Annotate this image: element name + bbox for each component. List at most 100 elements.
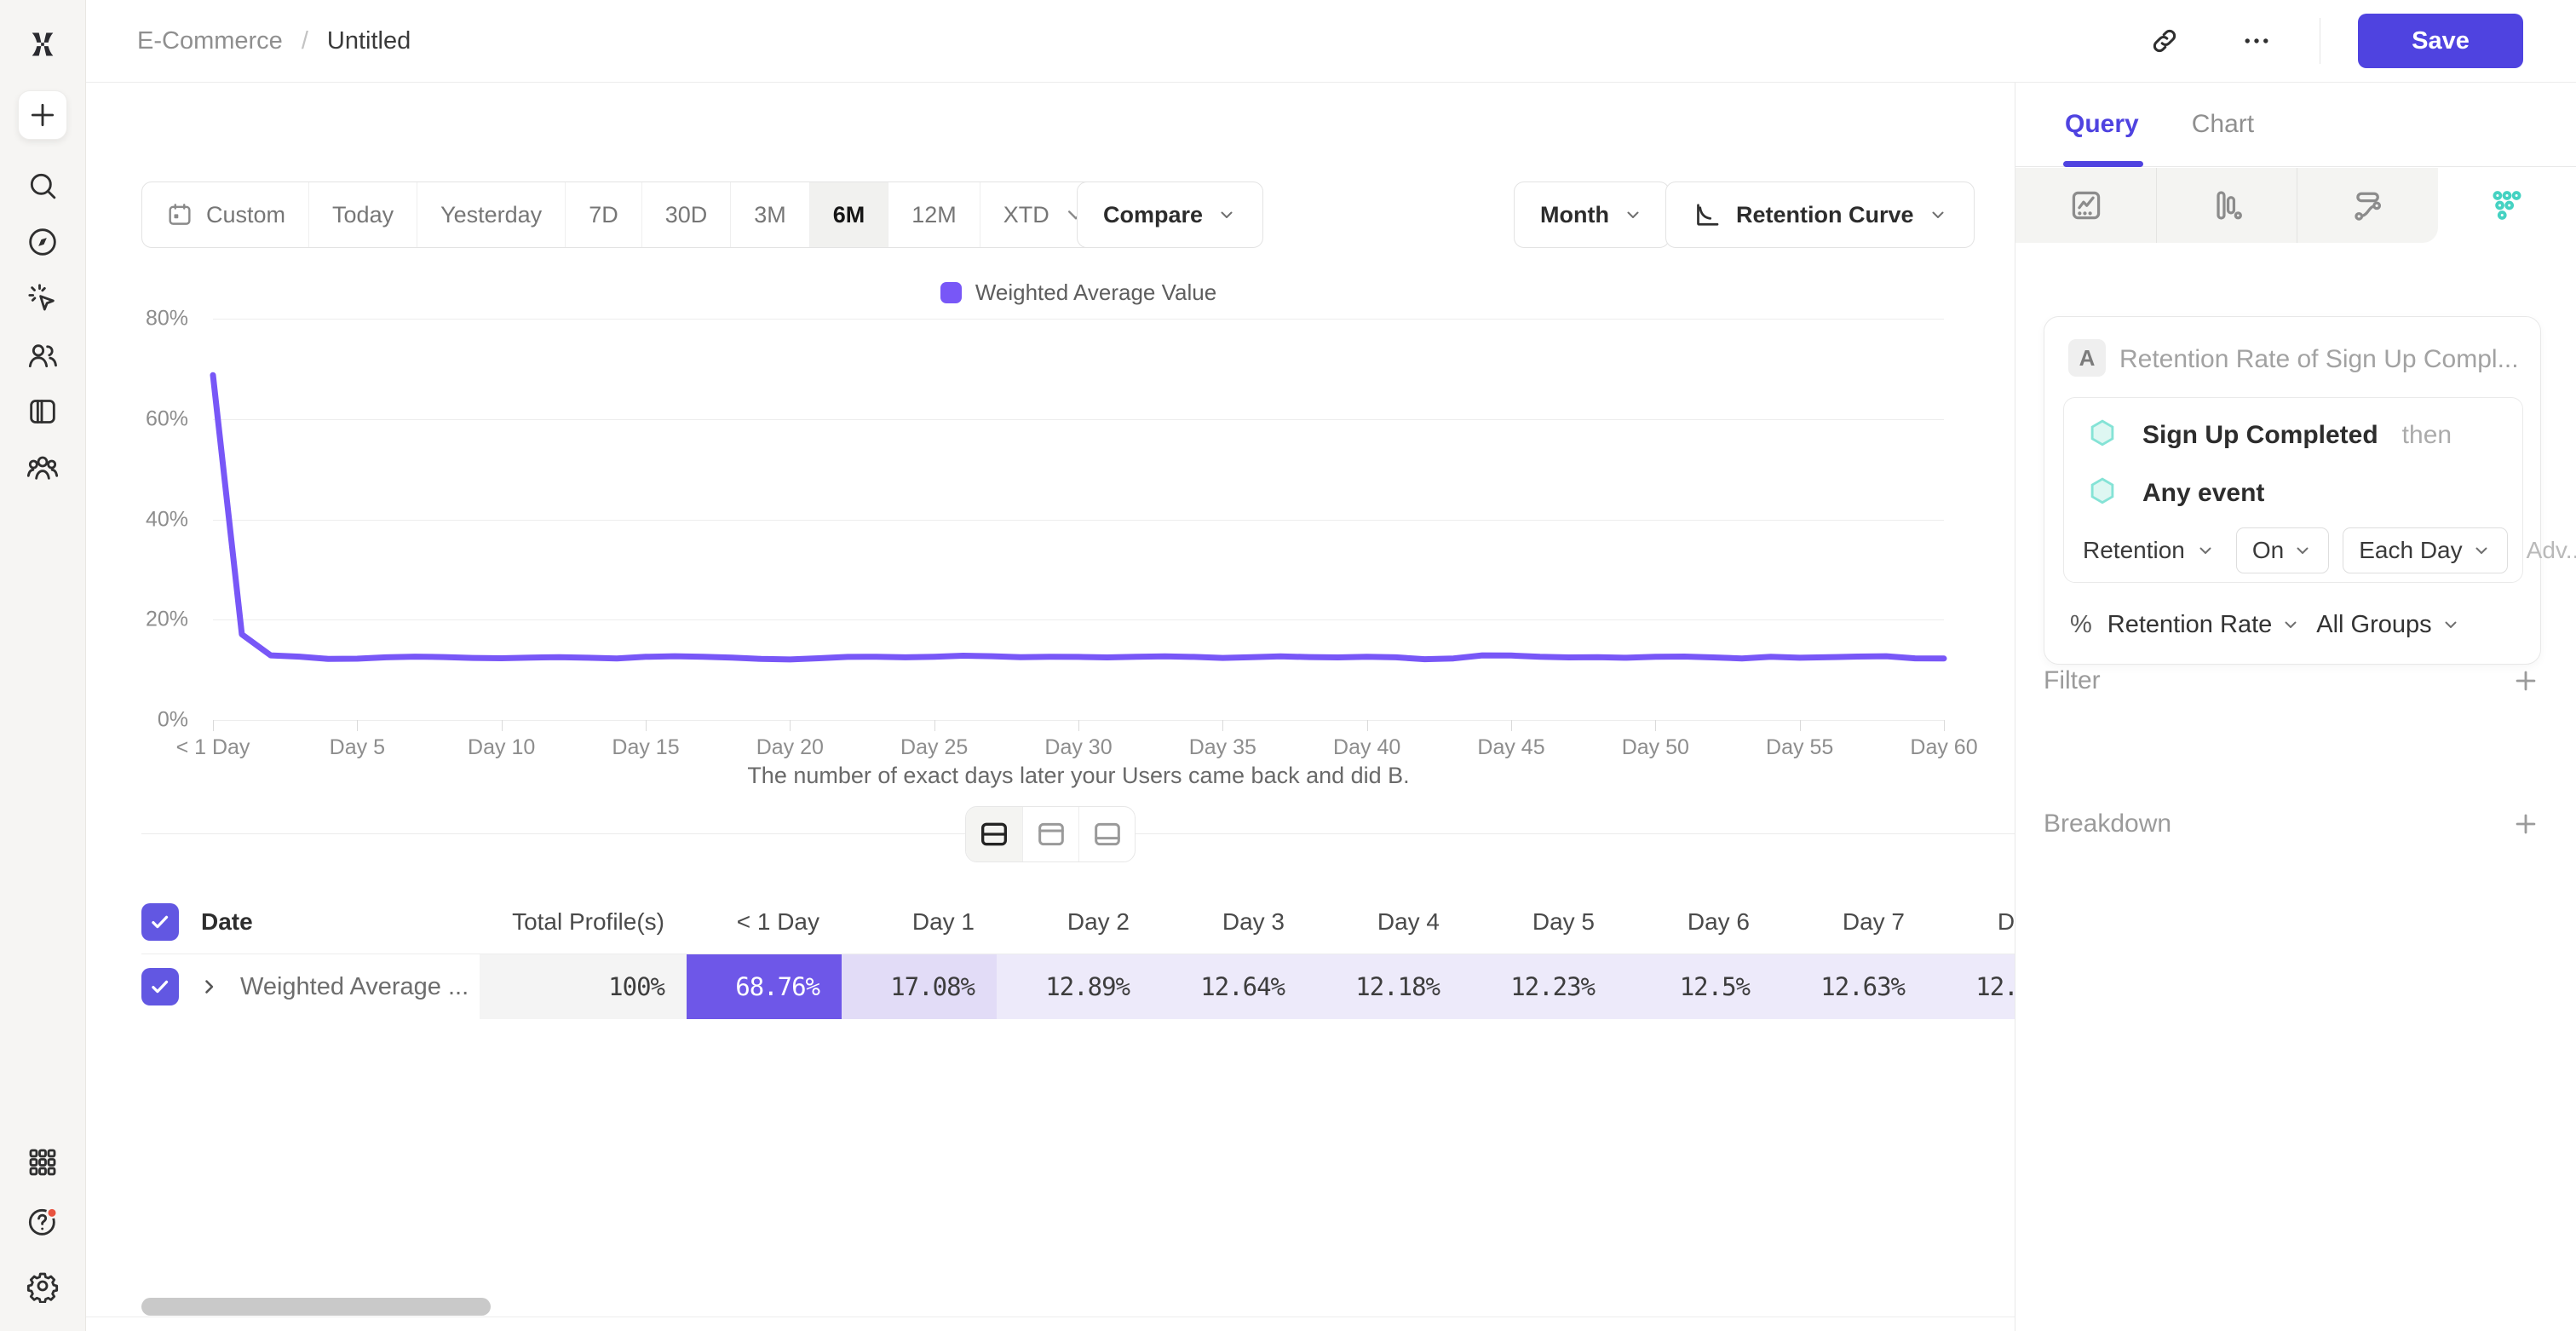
column-header-day-4[interactable]: Day 4: [1377, 908, 1440, 935]
layout-table-only-button[interactable]: [1078, 807, 1135, 861]
value-cell-day-1[interactable]: 17.08%: [842, 954, 997, 1019]
first-event-row[interactable]: Sign Up Completed then: [2083, 415, 2452, 456]
row-label: Weighted Average ...: [240, 972, 469, 1000]
range-3m[interactable]: 3M: [730, 182, 809, 247]
retention-line-series[interactable]: [210, 319, 1947, 720]
date-range-segmented-control: Custom Today Yesterday 7D 30D 3M 6M 12M XTD: [141, 182, 1114, 248]
advanced-dropdown[interactable]: Adv...: [2526, 537, 2576, 563]
calendar-icon: [169, 204, 191, 225]
tab-chart[interactable]: Chart: [2191, 110, 2255, 138]
percent-icon: %: [2070, 610, 2092, 638]
row-checkbox[interactable]: [141, 968, 179, 1005]
query-title[interactable]: Retention Rate of Sign Up Compl...: [2119, 345, 2519, 373]
breadcrumb-report-title[interactable]: Untitled: [326, 26, 411, 55]
chart-type-dropdown[interactable]: Retention Curve: [1665, 182, 1975, 248]
settings-button[interactable]: [23, 1266, 62, 1305]
flows-icon: [2354, 192, 2381, 221]
each-day-dropdown[interactable]: Each Day: [2343, 527, 2508, 573]
add-filter-button[interactable]: [2509, 664, 2543, 698]
range-custom[interactable]: Custom: [142, 182, 308, 247]
metric-dropdown[interactable]: Retention Rate: [2107, 611, 2301, 639]
chart-legend[interactable]: Weighted Average Value: [213, 279, 1944, 306]
x-axis-label: Day 35: [1188, 735, 1256, 759]
range-today[interactable]: Today: [308, 182, 417, 247]
users-nav-item[interactable]: [24, 337, 61, 374]
chevron-down-icon: [1627, 211, 1639, 218]
report-canvas: Custom Today Yesterday 7D 30D 3M 6M 12M XTD Comp…: [86, 83, 2015, 1331]
search-nav-item[interactable]: [24, 167, 61, 205]
x-axis-label: < 1 Day: [175, 735, 250, 759]
value-cell-day-4[interactable]: 12.18%: [1307, 954, 1462, 1019]
value-cell-day-8[interactable]: 12.58%: [1927, 954, 2015, 1019]
value-cell-day-5[interactable]: 12.23%: [1462, 954, 1617, 1019]
value-cell--1-day[interactable]: 68.76%: [687, 954, 842, 1019]
column-header-day-3[interactable]: Day 3: [1222, 908, 1285, 935]
value-cell-day-3[interactable]: 12.64%: [1152, 954, 1307, 1019]
compare-button[interactable]: Compare: [1077, 182, 1264, 248]
help-icon: [28, 1207, 58, 1236]
compare-label: Compare: [1103, 201, 1204, 228]
column-header--1-day[interactable]: < 1 Day: [736, 908, 819, 935]
range-30d[interactable]: 30D: [641, 182, 731, 247]
retention-type-dropdown[interactable]: Retention: [2083, 537, 2216, 564]
table-header-row: Date Total Profile(s) < 1 Day Day 1 Day 2 Day…: [141, 890, 2015, 954]
range-xtd[interactable]: XTD: [979, 182, 1113, 247]
tab-flows[interactable]: [2297, 168, 2437, 243]
layout-chart-only-button[interactable]: [1022, 807, 1078, 861]
boards-nav-item[interactable]: [24, 393, 61, 430]
apps-grid-button[interactable]: [24, 1144, 61, 1181]
tab-query[interactable]: Query: [2065, 110, 2139, 138]
x-axis-tick: [1655, 720, 1657, 731]
tab-retention[interactable]: [2437, 168, 2576, 243]
column-header-total-profile-s-[interactable]: Total Profile(s): [512, 908, 664, 935]
horizontal-scrollbar[interactable]: [141, 1298, 491, 1316]
x-axis-label: Day 55: [1766, 735, 1834, 759]
tab-funnels[interactable]: [2156, 168, 2297, 243]
tab-insights[interactable]: [2015, 168, 2156, 243]
save-button[interactable]: Save: [2358, 14, 2523, 68]
copy-link-button[interactable]: [2146, 22, 2183, 60]
value-cell-day-2[interactable]: 12.89%: [997, 954, 1152, 1019]
on-dropdown[interactable]: On: [2235, 527, 2330, 573]
column-header-day-7[interactable]: Day 7: [1842, 908, 1905, 935]
split-view-icon: [981, 822, 1007, 846]
x-axis-label: Day 30: [1044, 735, 1113, 759]
granularity-dropdown[interactable]: Month: [1514, 182, 1670, 248]
value-cell-day-7[interactable]: 12.63%: [1772, 954, 1927, 1019]
column-header-day-8[interactable]: Day 8: [1997, 908, 2015, 935]
range-6m[interactable]: 6M: [808, 182, 888, 247]
help-button[interactable]: [22, 1201, 63, 1242]
column-header-day-1[interactable]: Day 1: [911, 908, 975, 935]
add-breakdown-button[interactable]: [2509, 807, 2543, 841]
y-axis-label: 60%: [145, 406, 188, 431]
date-header-label: Date: [201, 908, 253, 935]
x-axis-label: Day 45: [1477, 735, 1545, 759]
column-header-day-5[interactable]: Day 5: [1532, 908, 1595, 935]
breadcrumb-project[interactable]: E-Commerce: [137, 26, 283, 55]
chevron-down-icon: [2445, 621, 2457, 628]
x-axis-tick: [1078, 720, 1079, 731]
chevron-right-icon[interactable]: [198, 975, 221, 999]
row-label-cell[interactable]: Weighted Average ...: [141, 954, 480, 1019]
cohorts-nav-item[interactable]: [24, 449, 61, 487]
range-yesterday[interactable]: Yesterday: [417, 182, 565, 247]
mixpanel-logo-icon[interactable]: [19, 20, 66, 68]
value-cell-day-6[interactable]: 12.5%: [1617, 954, 1772, 1019]
range-12m[interactable]: 12M: [888, 182, 980, 247]
event-hexagon-icon: [2090, 477, 2114, 504]
column-header-day-2[interactable]: Day 2: [1067, 908, 1130, 935]
more-options-button[interactable]: [2238, 22, 2275, 60]
select-all-checkbox[interactable]: [141, 903, 179, 941]
column-header-day-6[interactable]: Day 6: [1687, 908, 1750, 935]
cursor-click-icon: [28, 284, 55, 311]
value-cell-total-profile-s-[interactable]: 100%: [480, 954, 687, 1019]
events-nav-item[interactable]: [24, 279, 61, 317]
groups-dropdown[interactable]: All Groups: [2316, 611, 2460, 639]
report-type-tabs: [2015, 168, 2576, 243]
create-new-button[interactable]: [18, 90, 67, 140]
return-event-row[interactable]: Any event: [2083, 473, 2264, 514]
discover-nav-item[interactable]: [24, 223, 61, 261]
layout-split-view-button[interactable]: [966, 807, 1022, 861]
range-7d[interactable]: 7D: [565, 182, 641, 247]
x-axis-tick: [1366, 720, 1368, 731]
